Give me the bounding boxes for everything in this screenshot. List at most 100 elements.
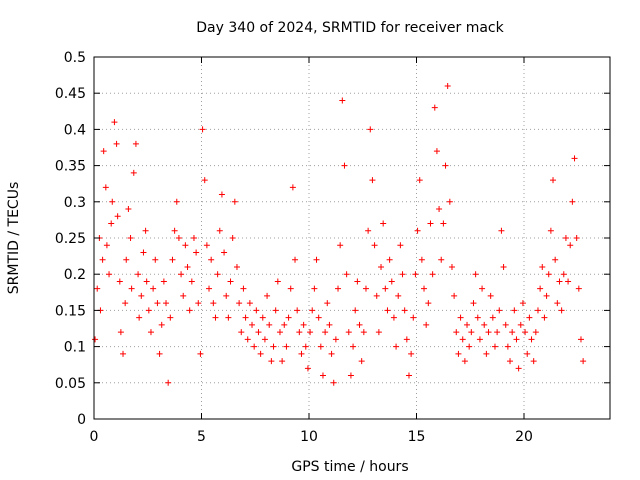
data-point xyxy=(319,372,326,379)
data-point xyxy=(530,358,537,365)
data-point xyxy=(354,278,361,285)
data-point xyxy=(358,358,365,365)
data-point xyxy=(369,177,376,184)
data-point xyxy=(444,82,451,89)
data-point xyxy=(412,271,419,278)
data-point xyxy=(455,350,462,357)
data-point xyxy=(517,321,524,328)
data-point xyxy=(476,336,483,343)
data-point xyxy=(451,292,458,299)
data-point xyxy=(268,358,275,365)
data-point xyxy=(382,285,389,292)
axis-ticks: 0 0.05 0.1 0.15 0.2 0.25 0.3 0.35 0.4 0.45 0.5 0 5 10… xyxy=(55,50,610,445)
data-point xyxy=(438,256,445,263)
data-point xyxy=(238,329,245,336)
data-point xyxy=(203,242,210,249)
data-points xyxy=(92,82,587,386)
data-point xyxy=(255,329,262,336)
data-point xyxy=(242,314,249,321)
data-point xyxy=(292,256,299,263)
data-point xyxy=(562,235,569,241)
data-point xyxy=(459,336,466,343)
data-point xyxy=(515,365,522,372)
data-point xyxy=(218,191,225,198)
data-point xyxy=(524,350,531,357)
data-point xyxy=(388,278,395,285)
data-point xyxy=(472,271,479,278)
data-point xyxy=(526,314,533,321)
data-point xyxy=(341,162,348,169)
data-point xyxy=(446,198,453,205)
data-point xyxy=(330,379,337,386)
data-point xyxy=(356,321,363,328)
data-point xyxy=(483,350,490,357)
data-point xyxy=(315,314,322,321)
data-point xyxy=(556,278,563,285)
data-point xyxy=(251,343,258,350)
data-point xyxy=(221,249,228,256)
data-point xyxy=(489,314,496,321)
data-point xyxy=(401,307,408,314)
data-point xyxy=(150,285,157,292)
data-point xyxy=(577,336,584,343)
data-point xyxy=(360,329,367,336)
data-point xyxy=(171,227,178,234)
data-point xyxy=(427,220,434,227)
data-point xyxy=(296,329,303,336)
data-point xyxy=(201,177,208,184)
y-tick-label: 0.2 xyxy=(64,267,86,283)
data-point xyxy=(373,292,380,299)
x-tick-label: 15 xyxy=(408,429,426,445)
data-point xyxy=(132,140,139,147)
data-point xyxy=(249,321,256,328)
data-point xyxy=(324,300,331,307)
data-point xyxy=(539,263,546,270)
data-point xyxy=(528,336,535,343)
data-point xyxy=(184,263,191,270)
data-point xyxy=(152,256,159,263)
data-point xyxy=(567,242,574,249)
y-axis-label: SRMTID / TECUs xyxy=(6,182,22,295)
data-point xyxy=(418,256,425,263)
data-point xyxy=(199,126,206,133)
data-point xyxy=(545,271,552,278)
data-point xyxy=(322,329,329,336)
data-point xyxy=(317,343,324,350)
data-point xyxy=(352,307,359,314)
x-tick-label: 10 xyxy=(300,429,318,445)
y-tick-label: 0.05 xyxy=(55,376,86,392)
data-point xyxy=(498,227,505,234)
data-point xyxy=(326,321,333,328)
data-point xyxy=(474,314,481,321)
data-point xyxy=(125,206,132,213)
data-point xyxy=(414,227,421,234)
data-point xyxy=(431,104,438,111)
data-point xyxy=(448,263,455,270)
data-point xyxy=(337,242,344,249)
data-point xyxy=(481,321,488,328)
data-point xyxy=(270,343,277,350)
data-point xyxy=(513,336,520,343)
data-point xyxy=(214,271,221,278)
data-point xyxy=(266,321,273,328)
data-point xyxy=(509,329,516,336)
data-point xyxy=(429,271,436,278)
data-point xyxy=(154,300,161,307)
data-point xyxy=(143,278,150,285)
data-point xyxy=(380,220,387,227)
data-point xyxy=(313,256,320,263)
gridlines xyxy=(94,57,610,419)
data-point xyxy=(165,379,172,386)
data-point xyxy=(362,285,369,292)
data-point xyxy=(395,292,402,299)
data-point xyxy=(140,249,147,256)
data-point xyxy=(233,263,240,270)
data-point xyxy=(300,321,307,328)
data-point xyxy=(294,307,301,314)
data-point xyxy=(541,314,548,321)
data-point xyxy=(347,372,354,379)
data-point xyxy=(470,300,477,307)
data-point xyxy=(537,285,544,292)
data-point xyxy=(550,177,557,184)
